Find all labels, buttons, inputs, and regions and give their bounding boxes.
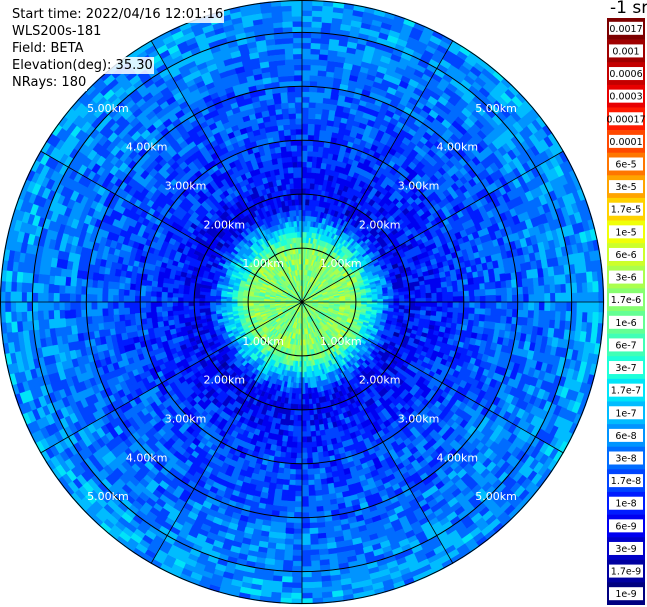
colorbar-label-box <box>609 519 643 533</box>
colorbar-label-box <box>609 564 643 578</box>
colorbar-tick-label: 1e-8 <box>615 499 636 510</box>
radial-spoke <box>301 301 564 454</box>
range-ring-label: 4.00km <box>126 451 168 464</box>
nrays-value: NRays: 180 <box>11 74 88 91</box>
colorbar-label-box <box>609 587 643 601</box>
colorbar-tick-label: 0.0017 <box>609 24 642 35</box>
range-ring-label: 3.00km <box>165 413 207 426</box>
colorbar-tick-label: 1.7e-5 <box>611 205 641 216</box>
colorbar-label-box <box>609 406 643 420</box>
beta-cell-group <box>4 1 602 605</box>
colorbar: 0.0017 0.001 0.0006 0.0003 0.00017 0.0001 6e-5… <box>607 17 645 605</box>
colorbar-tick-label: 0.0006 <box>609 69 642 80</box>
range-ring-label: 3.00km <box>165 180 207 193</box>
field-name: Field: BETA <box>11 40 85 57</box>
ppi-plot: 1.00km 1.00km 1.00km 1.00km 2.00km 2.00km 2.00… <box>0 0 605 605</box>
range-ring-label: 5.00km <box>87 490 129 503</box>
colorbar-tick-label: 3e-8 <box>615 454 636 465</box>
colorbar-tick-label: 1.7e-9 <box>611 567 641 578</box>
radial-spokes <box>0 0 604 604</box>
colorbar-tick-label: 1e-6 <box>615 318 636 329</box>
elevation-value: Elevation(deg): 35.30 <box>11 57 154 74</box>
colorbar-label-box <box>609 541 643 555</box>
colorbar-label-box <box>609 383 643 397</box>
colorbar-label-box <box>609 428 643 442</box>
colorbar-tick-label: 1e-9 <box>615 589 636 600</box>
instrument-name: WLS200s-181 <box>11 23 103 40</box>
colorbar-tick-label: 1e-5 <box>615 227 636 238</box>
range-ring-label: 4.00km <box>437 451 479 464</box>
colorbar-label-box <box>609 474 643 488</box>
colorbar-label-box <box>609 89 643 103</box>
colorbar-label-box <box>609 225 643 239</box>
range-ring-label: 5.00km <box>87 102 129 115</box>
colorbar-label-box <box>609 180 643 194</box>
range-ring-label: 4.00km <box>126 141 168 154</box>
colorbar-label-box <box>609 112 643 126</box>
range-ring-label: 1.00km <box>242 257 284 270</box>
colorbar-label-box <box>609 247 643 261</box>
colorbar-tick-label: 1e-7 <box>615 408 636 419</box>
beta-cell-group <box>216 199 402 393</box>
colorbar-label-box <box>609 202 643 216</box>
colorbar-unit-label: -1 sr <box>607 0 647 18</box>
colorbar-label-box <box>609 315 643 329</box>
colorbar-label-box <box>609 451 643 465</box>
colorbar-tick-label: 3e-6 <box>615 273 636 284</box>
colorbar-label-box <box>609 361 643 375</box>
colorbar-tick-label: 3e-7 <box>615 363 636 374</box>
colorbar-tick-label: 1.7e-7 <box>611 386 641 397</box>
colorbar-tick-label: 1.7e-8 <box>611 476 641 487</box>
colorbar-tick-label: 3e-5 <box>615 182 636 193</box>
colorbar-label-box <box>609 338 643 352</box>
colorbar-tick-label: 0.0001 <box>609 137 642 148</box>
range-ring-label: 5.00km <box>475 102 517 115</box>
range-ring-labels: 1.00km 1.00km 1.00km 1.00km 2.00km 2.00km 2.00… <box>87 102 517 503</box>
range-ring-label: 2.00km <box>359 374 401 387</box>
range-ring-label: 1.00km <box>320 335 362 348</box>
start-time: Start time: 2022/04/16 12:01:16 <box>11 6 225 23</box>
colorbar-tick-label: 0.00017 <box>607 114 645 125</box>
range-ring-label: 1.00km <box>242 335 284 348</box>
radial-spoke <box>301 301 454 564</box>
radial-spoke <box>150 40 303 303</box>
colorbar-tick-label: 1.7e-6 <box>611 295 641 306</box>
colorbar-tick-label: 6e-9 <box>615 521 636 532</box>
range-ring-label: 3.00km <box>398 413 440 426</box>
colorbar-label-box <box>609 293 643 307</box>
range-ring-label: 1.00km <box>320 257 362 270</box>
range-ring-label: 4.00km <box>437 141 479 154</box>
range-ring-label: 2.00km <box>204 218 246 231</box>
colorbar-label-box <box>609 270 643 284</box>
colorbar-label-box <box>609 134 643 148</box>
colorbar-tick-label: 6e-7 <box>615 340 636 351</box>
colorbar-tick-label: 0.001 <box>612 46 639 57</box>
colorbar-label-box <box>609 496 643 510</box>
colorbar-label-box <box>609 21 643 35</box>
range-ring-label: 3.00km <box>398 180 440 193</box>
colorbar-tick-label: 6e-5 <box>615 160 636 171</box>
range-ring-label: 2.00km <box>359 218 401 231</box>
colorbar-tick-label: 6e-6 <box>615 250 636 261</box>
colorbar-label-box <box>609 44 643 58</box>
range-ring-label: 2.00km <box>204 374 246 387</box>
colorbar-tick-label: 6e-8 <box>615 431 636 442</box>
radial-spoke <box>40 150 303 303</box>
radial-spoke <box>40 301 303 454</box>
colorbar-label-box <box>609 67 643 81</box>
radial-spoke <box>150 301 303 564</box>
scan-info: Start time: 2022/04/16 12:01:16 WLS200s-… <box>11 6 225 91</box>
radial-spoke <box>301 150 564 303</box>
colorbar-label-box <box>609 157 643 171</box>
colorbar-tick-label: 0.0003 <box>609 92 642 103</box>
colorbar-tick-label: 3e-9 <box>615 544 636 555</box>
range-ring-label: 5.00km <box>475 490 517 503</box>
radial-spoke <box>301 40 454 303</box>
